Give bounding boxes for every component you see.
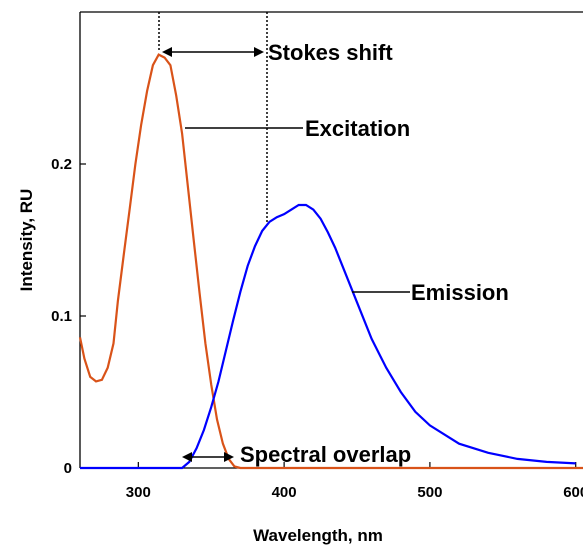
emission-label: Emission [411,280,509,305]
x-axis-title: Wavelength, nm [253,526,383,545]
spectral-overlap-label: Spectral overlap [240,442,411,467]
y-axis-title: Intensity, RU [17,189,36,292]
x-tick-label: 300 [126,484,151,501]
y-tick-label: 0.1 [51,308,72,325]
excitation-label: Excitation [305,116,410,141]
spectral-overlap-arrow [182,452,234,462]
stokes-shift-arrow [162,47,264,57]
x-tick-label: 600 [563,484,583,501]
x-tick-label: 500 [417,484,442,501]
y-tick-label: 0.2 [51,156,72,173]
x-tick-label: 400 [272,484,297,501]
stokes-shift-label: Stokes shift [268,40,393,65]
y-tick-label: 0 [64,460,72,477]
x-ticks: 300 400 500 600 [126,462,583,501]
emission-curve [80,203,576,470]
excitation-curve [78,53,583,470]
y-ticks: 0 0.1 0.2 [51,156,86,477]
